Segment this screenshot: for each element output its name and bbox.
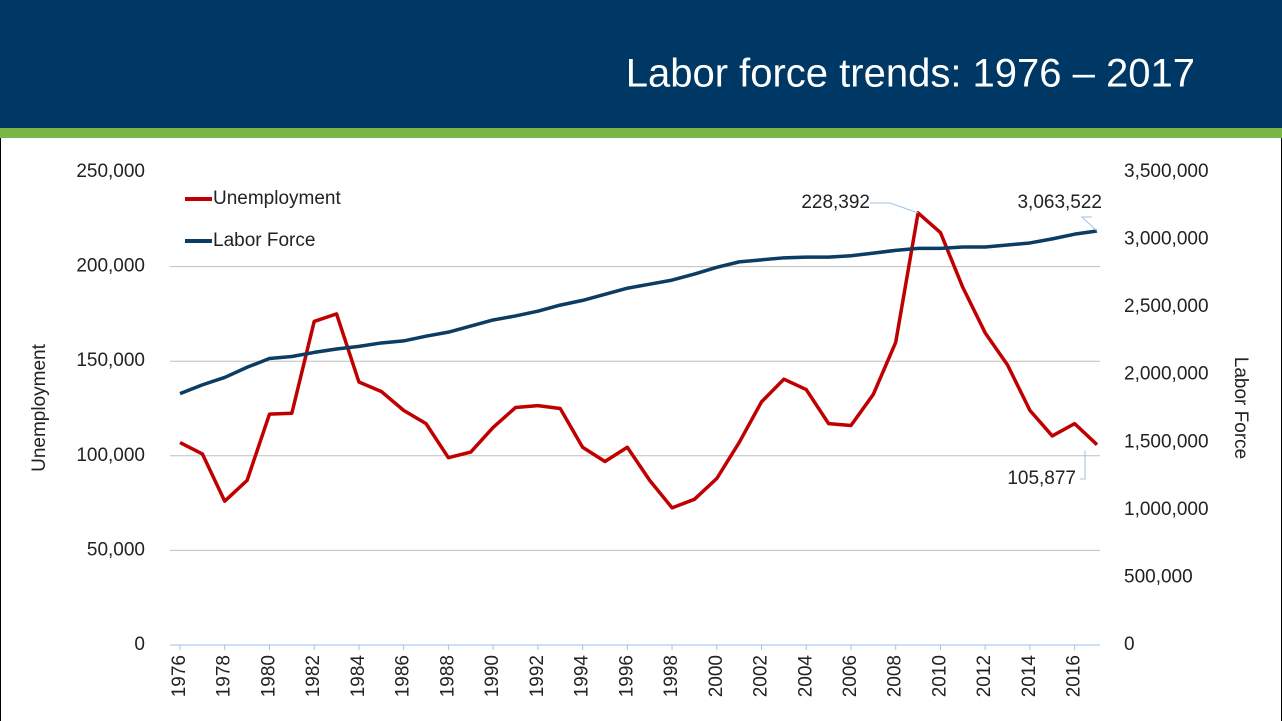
x-tick-label: 2008 bbox=[885, 655, 906, 697]
y-tick-label: 0 bbox=[134, 634, 145, 655]
x-tick-label: 1996 bbox=[616, 655, 637, 697]
x-tick-label: 1998 bbox=[661, 655, 682, 697]
y2-tick-label: 500,000 bbox=[1124, 566, 1193, 587]
y2-tick-label: 2,000,000 bbox=[1124, 364, 1209, 385]
y2-tick-label: 1,000,000 bbox=[1124, 499, 1209, 520]
x-tick-label: 1992 bbox=[527, 655, 548, 697]
x-tick-label: 2006 bbox=[840, 655, 861, 697]
x-tick-label: 2002 bbox=[751, 655, 772, 697]
y-axis-label: Unemployment bbox=[29, 343, 50, 471]
data-label: 105,877 bbox=[1007, 468, 1076, 489]
chart-title: Labor force trends: 1976 – 2017 bbox=[626, 52, 1195, 96]
y2-axis-label: Labor Force bbox=[1230, 357, 1251, 459]
y2-tick-label: 0 bbox=[1124, 634, 1135, 655]
y-tick-label: 50,000 bbox=[87, 539, 145, 560]
y-tick-label: 250,000 bbox=[76, 161, 145, 182]
data-label: 228,392 bbox=[801, 192, 870, 213]
legend-label: Labor Force bbox=[213, 230, 315, 251]
data-label: 3,063,522 bbox=[1017, 192, 1102, 213]
x-tick-label: 1984 bbox=[348, 655, 369, 698]
y-tick-label: 100,000 bbox=[76, 445, 145, 466]
x-tick-label: 1986 bbox=[393, 655, 414, 697]
x-tick-label: 1978 bbox=[214, 655, 235, 697]
y2-tick-label: 1,500,000 bbox=[1124, 431, 1209, 452]
x-tick-label: 1982 bbox=[303, 655, 324, 697]
legend-label: Unemployment bbox=[213, 188, 341, 209]
y-tick-label: 200,000 bbox=[76, 256, 145, 277]
x-tick-label: 1994 bbox=[572, 655, 593, 698]
header-band bbox=[0, 0, 1282, 128]
x-tick-label: 1976 bbox=[169, 655, 190, 697]
accent-band bbox=[0, 128, 1282, 138]
x-tick-label: 1980 bbox=[258, 655, 279, 697]
x-tick-label: 1990 bbox=[482, 655, 503, 697]
leader-line bbox=[870, 202, 919, 214]
x-tick-label: 2004 bbox=[795, 655, 816, 698]
x-tick-label: 2014 bbox=[1019, 655, 1040, 698]
x-tick-label: 1988 bbox=[437, 655, 458, 697]
x-tick-label: 2010 bbox=[929, 655, 950, 697]
x-tick-label: 2016 bbox=[1064, 655, 1085, 697]
leader-line bbox=[1080, 450, 1086, 480]
y2-tick-label: 3,000,000 bbox=[1124, 229, 1209, 250]
x-tick-label: 2000 bbox=[706, 655, 727, 697]
y-tick-label: 150,000 bbox=[76, 350, 145, 371]
y2-tick-label: 3,500,000 bbox=[1124, 161, 1209, 182]
series-line bbox=[179, 211, 1099, 510]
series-line bbox=[179, 229, 1098, 396]
x-tick-label: 2012 bbox=[974, 655, 995, 697]
leader-line bbox=[1080, 216, 1098, 232]
y2-tick-label: 2,500,000 bbox=[1124, 296, 1209, 317]
